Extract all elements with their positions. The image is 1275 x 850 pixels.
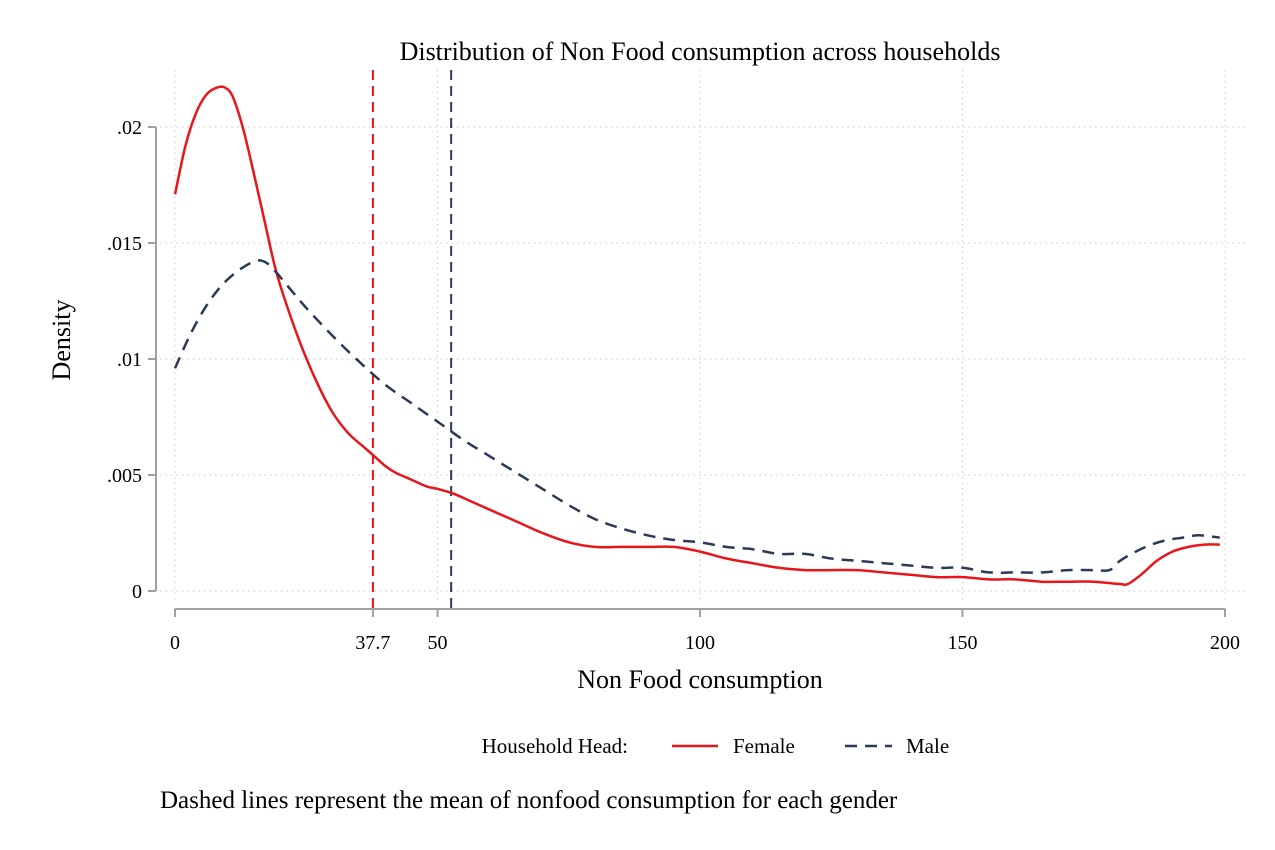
- legend: Household Head: Female Male: [482, 734, 950, 758]
- x-axis-title: Non Food consumption: [577, 665, 823, 694]
- x-tick-label: 0: [170, 632, 180, 654]
- x-tick-label: 150: [948, 632, 978, 654]
- legend-label-male: Male: [906, 734, 949, 758]
- x-tick-label: 37.7: [355, 632, 390, 654]
- x-tick-label: 50: [428, 632, 448, 654]
- y-tick-label: 0: [132, 581, 142, 603]
- x-tick-label: 200: [1210, 632, 1240, 654]
- y-tick-label: .015: [107, 233, 142, 255]
- y-axis-title: Density: [47, 300, 76, 381]
- chart-title: Distribution of Non Food consumption acr…: [400, 37, 1001, 66]
- legend-title: Household Head:: [482, 734, 628, 758]
- axes: [155, 127, 1225, 610]
- chart-note: Dashed lines represent the mean of nonfo…: [160, 787, 898, 814]
- y-tick-label: .02: [117, 117, 142, 139]
- y-axis-ticks: 0 .005 .01 .015 .02: [107, 117, 156, 603]
- mean-reference-lines: [371, 70, 453, 609]
- density-curve-female: [173, 85, 1220, 587]
- legend-label-female: Female: [733, 734, 795, 758]
- y-tick-label: .01: [117, 349, 142, 371]
- grid-lines: [160, 70, 1245, 599]
- x-tick-label: 100: [685, 632, 715, 654]
- y-tick-label: .005: [107, 465, 142, 487]
- density-curve-male: [173, 259, 1220, 575]
- x-axis-ticks: 0 37.7 50 100 150 200: [170, 609, 1240, 654]
- density-curves: [173, 85, 1220, 587]
